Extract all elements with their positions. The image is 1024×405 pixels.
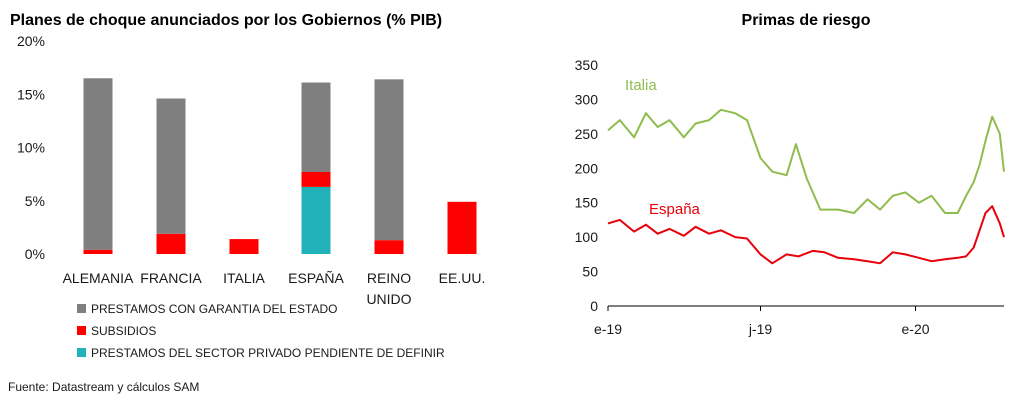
- legend: PRESTAMOS CON GARANTIA DEL ESTADO SUBSIDI…: [77, 302, 445, 360]
- x-tick-label: ITALIA: [223, 270, 265, 286]
- legend-label: SUBSIDIOS: [91, 324, 156, 338]
- bar-segment: [301, 171, 331, 187]
- x-tick-label: UNIDO: [366, 291, 411, 307]
- y-tick-label: 20%: [17, 33, 45, 49]
- series-label-italia: Italia: [625, 77, 657, 94]
- series-lines: [607, 108, 1005, 265]
- axes: 0 50 100 150 200 250 300 350 e-19 j-19 e-20: [575, 57, 1004, 337]
- bar-segment: [156, 98, 186, 234]
- y-tick-label: 50: [582, 264, 598, 280]
- bar-segment: [83, 78, 113, 250]
- bars: [83, 78, 477, 254]
- y-tick-label: 300: [575, 91, 599, 107]
- series-line-espana: [607, 205, 1005, 265]
- series-line-italia: [607, 108, 1005, 214]
- x-tick-label: REINO: [367, 270, 411, 286]
- y-tick-label: 0%: [25, 246, 45, 262]
- legend-label: PRESTAMOS CON GARANTIA DEL ESTADO: [91, 302, 338, 316]
- series-labels: Italia España: [625, 77, 701, 218]
- bar-segment: [447, 201, 477, 254]
- bar-segment: [83, 249, 113, 254]
- y-tick-label: 250: [575, 126, 599, 142]
- bar-segment: [374, 79, 404, 241]
- y-tick-label: 15%: [17, 86, 45, 102]
- government-plans-chart: Planes de choque anunciados por los Gobi…: [10, 12, 486, 360]
- bar-segment: [156, 233, 186, 254]
- y-tick-label: 350: [575, 57, 599, 73]
- bar-segment: [301, 186, 331, 254]
- x-tick-label: e-20: [902, 321, 930, 337]
- legend-swatch: [77, 304, 86, 313]
- x-tick-label: e-19: [594, 321, 622, 337]
- x-tick-label: EE.UU.: [439, 270, 486, 286]
- y-axis: 0% 5% 10% 15% 20%: [17, 33, 45, 262]
- risk-premium-chart: Primas de riesgo 0 50 100 150 200 250 300 350 e-…: [575, 12, 1005, 337]
- x-axis-labels: ALEMANIA FRANCIA ITALIA ESPAÑA REINO UNIDO EE.…: [63, 270, 486, 307]
- y-tick-label: 0: [590, 298, 598, 314]
- y-tick-label: 150: [575, 195, 599, 211]
- legend-label: PRESTAMOS DEL SECTOR PRIVADO PENDIENTE D…: [91, 346, 445, 360]
- source-note: Fuente: Datastream y cálculos SAM: [8, 380, 200, 394]
- y-tick-label: 200: [575, 160, 599, 176]
- legend-swatch: [77, 326, 86, 335]
- chart-title: Primas de riesgo: [742, 12, 871, 29]
- legend-swatch: [77, 348, 86, 357]
- y-tick-label: 100: [575, 229, 599, 245]
- x-tick-label: FRANCIA: [140, 270, 202, 286]
- y-tick-label: 5%: [25, 193, 45, 209]
- y-tick-label: 10%: [17, 140, 45, 156]
- x-tick-label: ESPAÑA: [288, 270, 344, 286]
- x-tick-label: j-19: [748, 321, 773, 337]
- x-tick-label: ALEMANIA: [63, 270, 134, 286]
- bar-segment: [229, 239, 259, 254]
- bar-segment: [301, 82, 331, 172]
- bar-segment: [374, 240, 404, 254]
- series-label-espana: España: [649, 201, 701, 218]
- chart-title: Planes de choque anunciados por los Gobi…: [10, 12, 442, 29]
